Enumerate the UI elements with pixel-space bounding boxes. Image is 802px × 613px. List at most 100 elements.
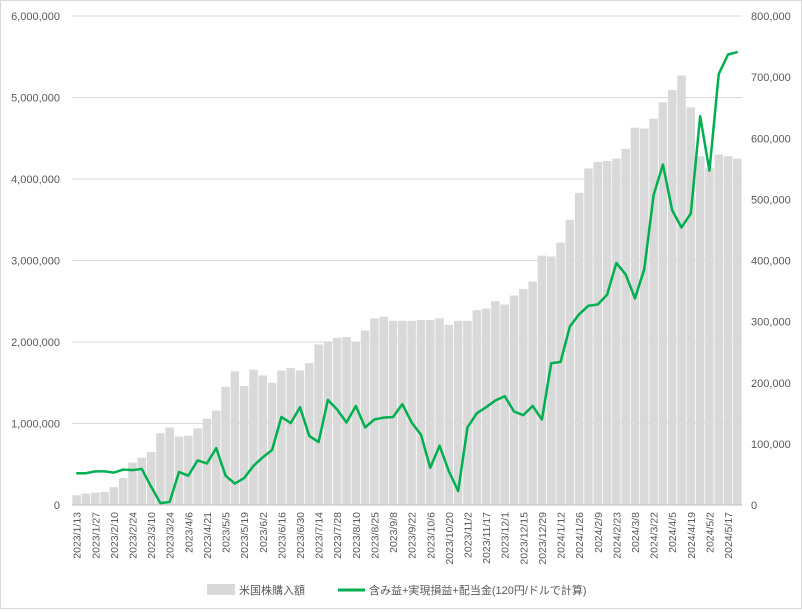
line-point: [662, 163, 664, 166]
line-point: [113, 471, 115, 474]
bar: [546, 256, 556, 505]
line-point: [243, 477, 245, 479]
gridlines: [72, 15, 742, 506]
line-point: [401, 403, 404, 405]
line-point: [336, 408, 339, 411]
x-axis: 2023/1/13 2023/1/27 2023/2/10 2023/2/24 2023…: [72, 504, 742, 565]
x-axis-tick-label: 2023/9/8: [388, 512, 400, 553]
x-axis-tick-label: 2023/7/28: [332, 512, 344, 559]
bar: [360, 330, 370, 505]
bar: [416, 319, 426, 505]
bar: [109, 487, 119, 505]
bar: [156, 433, 165, 505]
line-point: [550, 362, 553, 364]
line-point: [178, 471, 180, 473]
x-axis-tick-label: 2023/10/20: [444, 512, 456, 565]
line-point: [299, 406, 301, 409]
bar: [426, 319, 435, 505]
x-axis-tick-label: 2023/3/24: [165, 512, 177, 559]
line-point: [690, 212, 692, 215]
bar: [165, 427, 174, 505]
bar: [509, 295, 519, 505]
bar: [714, 154, 723, 506]
bar: [146, 452, 156, 505]
x-axis-tick-label: 2024/1/26: [574, 512, 586, 559]
line-point: [382, 416, 385, 419]
bar: [370, 318, 379, 505]
x-axis-tick-label: 2023/4/21: [202, 512, 214, 559]
line-point: [708, 169, 711, 172]
x-axis-tick-label: 2023/6/2: [258, 512, 270, 553]
bar: [593, 161, 603, 505]
line-point: [587, 304, 590, 307]
bar: [295, 370, 305, 505]
line-point: [438, 444, 441, 447]
x-axis-tick-label: 2023/8/10: [351, 512, 363, 559]
bar: [81, 493, 91, 505]
x-axis-tick-label: 2023/3/10: [146, 512, 158, 559]
bar: [574, 192, 584, 506]
left-axis-tick-label: 1,000,000: [11, 419, 60, 431]
x-axis-tick-label: 2024/4/19: [686, 512, 698, 559]
bar: [463, 320, 472, 505]
bar: [398, 320, 407, 505]
line-point: [150, 485, 152, 488]
x-axis-tick-label: 2023/6/16: [276, 512, 288, 559]
x-axis-tick-label: 2023/12/1: [500, 512, 512, 559]
x-axis-tick-label: 2023/4/6: [183, 512, 195, 553]
bar: [137, 457, 147, 505]
right-axis-tick-label: 500,000: [751, 194, 791, 206]
line-point: [569, 325, 571, 328]
bar: [351, 342, 361, 505]
line-point: [578, 313, 580, 316]
x-axis-tick-label: 2023/1/27: [90, 512, 102, 559]
line-point: [475, 412, 478, 415]
x-axis-tick-label: 2023/8/25: [369, 512, 381, 559]
bar: [658, 102, 668, 505]
line-point: [140, 468, 143, 470]
bar: [184, 435, 193, 505]
line-point: [289, 422, 292, 424]
right-axis-tick-label: 600,000: [751, 133, 791, 145]
line-point: [671, 209, 674, 212]
left-axis-tick-label: 6,000,000: [11, 11, 60, 23]
bar: [91, 492, 100, 505]
line-point: [159, 502, 162, 504]
line-point: [206, 462, 208, 465]
bar: [556, 242, 565, 505]
bar: [407, 320, 416, 505]
line-point: [485, 406, 487, 409]
line-point: [727, 53, 729, 56]
line-point: [196, 459, 199, 462]
left-axis-tick-label: 5,000,000: [11, 93, 60, 105]
right-axis-tick-label: 700,000: [751, 72, 791, 84]
bar: [118, 478, 128, 505]
line-point: [457, 490, 459, 492]
bar: [519, 289, 528, 505]
line-point: [261, 456, 264, 459]
bar-series: [72, 75, 742, 506]
x-axis-tick-label: 2023/6/30: [295, 512, 307, 559]
line-point: [448, 470, 450, 473]
line-point: [75, 472, 78, 475]
line-point: [271, 449, 273, 451]
x-axis-tick-label: 2024/2/23: [611, 512, 623, 559]
bar: [621, 148, 630, 505]
line-point: [168, 501, 171, 503]
bar: [537, 255, 547, 505]
line-point: [596, 303, 599, 306]
line-point: [680, 226, 683, 229]
line-point: [606, 293, 608, 296]
legend-label-line: 含み益+実現損益+配当金(120円/ドルで計算): [369, 583, 587, 597]
x-axis-tick-label: 2024/3/22: [649, 512, 661, 559]
bar: [723, 156, 733, 505]
x-axis-tick-label: 2023/2/10: [109, 512, 121, 559]
x-axis-tick-label: 2023/11/17: [481, 512, 493, 564]
bar: [649, 118, 658, 505]
line-point: [466, 426, 469, 429]
right-axis-tick-label: 400,000: [751, 256, 791, 268]
bar: [211, 410, 221, 505]
bar: [221, 386, 230, 505]
bar: [314, 344, 323, 505]
